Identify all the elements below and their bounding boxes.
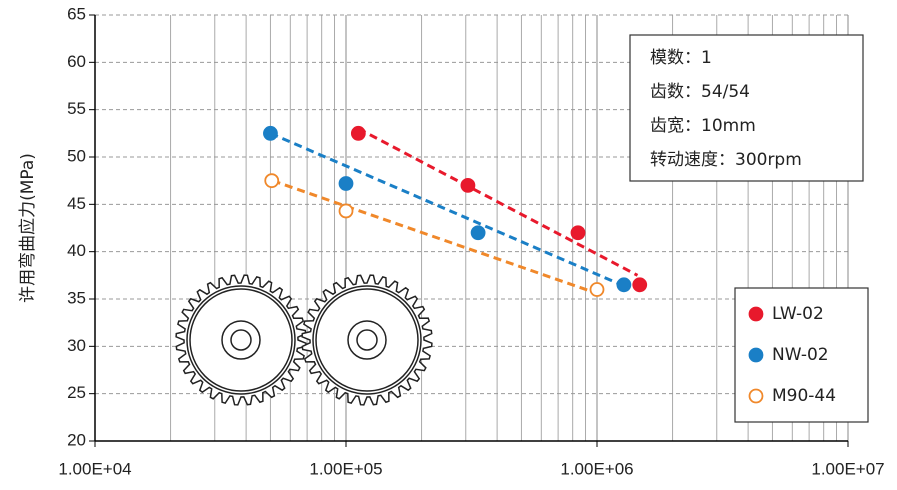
info-box — [629, 34, 864, 182]
y-tick-label: 45 — [67, 194, 86, 213]
gear-teeth — [301, 274, 433, 406]
gear-ring — [315, 288, 419, 392]
data-point — [338, 203, 354, 219]
data-point — [338, 176, 354, 191]
y-tick-label: 65 — [67, 4, 86, 23]
legend-label: LW-02 — [772, 304, 824, 324]
legend-marker — [748, 306, 764, 322]
legend-marker — [748, 347, 764, 363]
gear-ring — [189, 288, 293, 392]
gear-ring — [221, 320, 261, 360]
data-point — [264, 173, 280, 189]
gear-teeth — [175, 274, 307, 406]
gear-ring — [312, 285, 422, 395]
data-point — [589, 282, 605, 297]
info-text: 齿数：54/54 — [650, 82, 750, 102]
trend-line — [272, 179, 592, 293]
info-text: 转动速度：300rpm — [650, 150, 802, 170]
x-tick-label: 1.00E+06 — [560, 459, 633, 478]
legend-marker — [748, 388, 764, 404]
x-tick-label: 1.00E+04 — [58, 459, 131, 478]
trend-line — [269, 131, 622, 287]
data-point — [350, 125, 366, 141]
data-point — [263, 125, 278, 141]
x-tick-label: 1.00E+05 — [309, 459, 382, 478]
data-point — [570, 225, 586, 241]
data-point — [470, 225, 486, 241]
y-tick-label: 55 — [67, 99, 86, 118]
y-tick-label: 20 — [67, 430, 86, 449]
y-tick-label: 25 — [67, 383, 86, 402]
x-tick-label: 1.00E+07 — [811, 459, 884, 478]
legend-label: NW-02 — [772, 345, 829, 365]
gear-ring — [347, 320, 387, 360]
gear-ring — [186, 285, 296, 395]
trend-line — [357, 127, 639, 277]
gear-illustration — [175, 274, 307, 406]
gear-ring — [356, 329, 378, 351]
info-text: 模数：1 — [650, 48, 712, 68]
y-tick-label: 50 — [67, 146, 86, 165]
data-point — [616, 277, 632, 293]
info-text: 齿宽：10mm — [650, 116, 756, 136]
legend-label: M90-44 — [772, 386, 836, 406]
gear-illustration — [301, 274, 433, 406]
y-axis-label: 许用弯曲应力(MPa) — [18, 153, 38, 303]
y-tick-label: 30 — [67, 336, 86, 355]
y-tick-label: 35 — [67, 288, 86, 307]
gear-ring — [230, 329, 252, 351]
y-tick-label: 40 — [67, 241, 86, 260]
y-tick-label: 60 — [67, 52, 86, 71]
data-point — [460, 177, 476, 193]
data-point — [632, 277, 648, 293]
